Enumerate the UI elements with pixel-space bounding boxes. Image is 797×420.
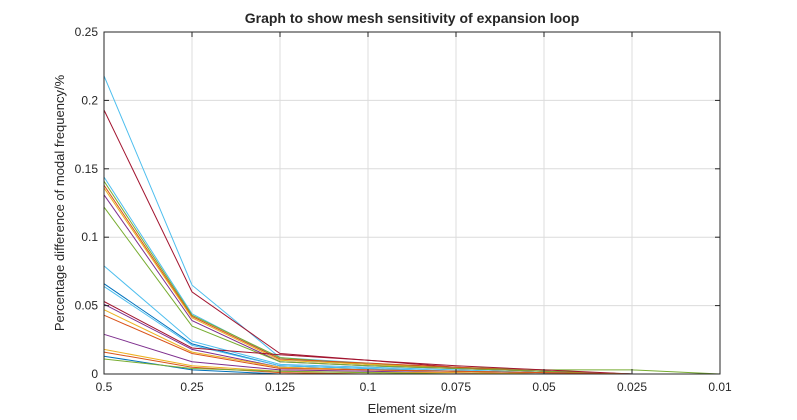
series-line-8: [103, 206, 720, 375]
x-tick-label: 0.05: [532, 380, 556, 394]
y-tick-label: 0.15: [75, 162, 99, 176]
x-tick-label: 0.25: [180, 380, 204, 394]
x-tick-label: 0.01: [708, 380, 732, 394]
series-line-11: [103, 285, 720, 375]
x-axis-label: Element size/m: [368, 401, 457, 416]
x-tick-label: 0.125: [265, 380, 295, 394]
series-line-7: [103, 194, 720, 375]
y-tick-label: 0.05: [75, 299, 99, 313]
x-tick-label: 0.075: [441, 380, 471, 394]
series-line-3: [103, 176, 720, 375]
chart-title: Graph to show mesh sensitivity of expans…: [245, 10, 580, 26]
y-tick-label: 0.25: [75, 25, 99, 39]
y-axis-label: Percentage difference of modal frequency…: [52, 74, 67, 331]
series-line-1: [103, 75, 720, 375]
x-tick-label: 0.1: [360, 380, 377, 394]
x-tick-label: 0.5: [96, 380, 113, 394]
y-tick-label: 0.2: [81, 93, 98, 107]
x-axis: 0.5 0.25 0.125 0.1 0.075 0.05 0.025 0.01: [96, 32, 732, 394]
series-line-12: [103, 301, 720, 375]
series-line-5: [103, 184, 720, 375]
plot-frame: [103, 31, 721, 375]
y-tick-label: 0.1: [81, 230, 98, 244]
series-line-4: [103, 180, 721, 375]
series-line-2: [103, 109, 720, 375]
series-layer: [103, 75, 721, 375]
y-tick-label: 0: [91, 367, 98, 381]
x-tick-label: 0.025: [617, 380, 647, 394]
series-line-10: [103, 283, 720, 375]
y-axis: 0 0.05 0.1 0.15 0.2 0.25: [75, 25, 720, 381]
